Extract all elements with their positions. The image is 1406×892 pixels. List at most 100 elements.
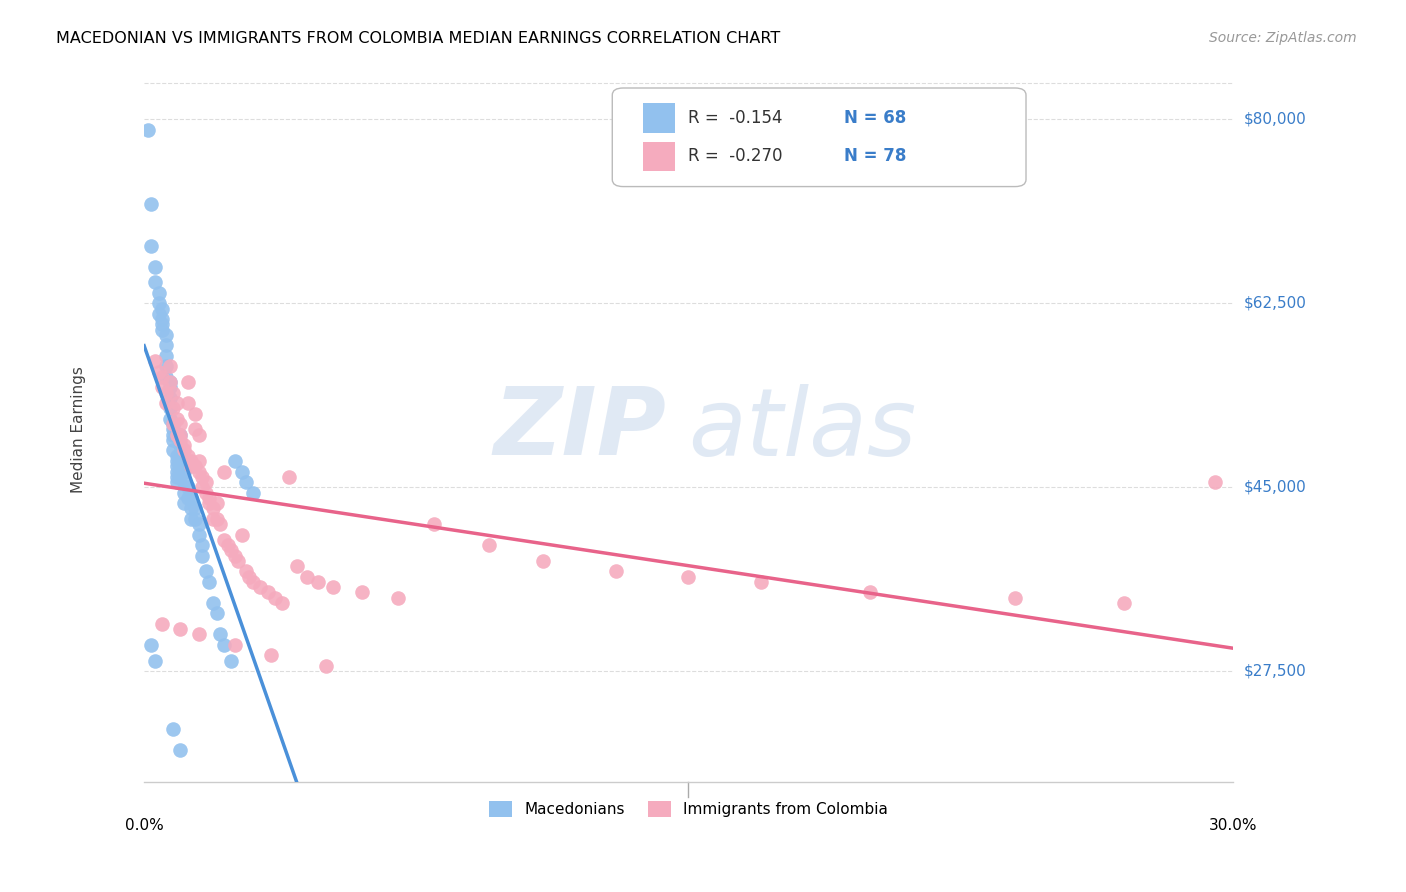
- Point: [148, 365, 170, 379]
- Point: [150, 323, 173, 337]
- Point: [169, 622, 191, 636]
- Point: [350, 585, 373, 599]
- Point: [173, 465, 195, 479]
- Point: [198, 574, 221, 589]
- Point: [166, 469, 188, 483]
- Point: [159, 412, 181, 426]
- Point: [150, 380, 173, 394]
- Point: [191, 469, 214, 483]
- Point: [1004, 591, 1026, 605]
- Point: [238, 569, 260, 583]
- Point: [180, 459, 202, 474]
- Point: [169, 743, 191, 757]
- Legend: Macedonians, Immigrants from Colombia: Macedonians, Immigrants from Colombia: [484, 795, 894, 823]
- Point: [166, 475, 188, 489]
- Point: [205, 512, 228, 526]
- Point: [155, 338, 177, 352]
- Point: [143, 654, 166, 668]
- Point: [159, 375, 181, 389]
- Text: N = 78: N = 78: [844, 147, 907, 165]
- Point: [205, 496, 228, 510]
- Point: [162, 401, 184, 416]
- Point: [260, 648, 283, 663]
- Point: [162, 427, 184, 442]
- Point: [187, 454, 209, 468]
- Point: [219, 654, 242, 668]
- Text: R =  -0.270: R = -0.270: [689, 147, 783, 165]
- Point: [150, 370, 173, 384]
- Point: [187, 627, 209, 641]
- Point: [166, 449, 188, 463]
- Point: [169, 427, 191, 442]
- Point: [141, 238, 163, 252]
- Point: [150, 301, 173, 316]
- Point: [176, 480, 198, 494]
- Point: [212, 465, 235, 479]
- Point: [224, 638, 246, 652]
- Point: [209, 627, 232, 641]
- Point: [263, 591, 285, 605]
- Point: [180, 454, 202, 468]
- Point: [180, 512, 202, 526]
- Point: [148, 285, 170, 300]
- Point: [148, 296, 170, 310]
- Point: [423, 517, 446, 532]
- Point: [143, 276, 166, 290]
- Point: [198, 496, 221, 510]
- Point: [235, 475, 257, 489]
- Point: [231, 527, 253, 541]
- Point: [169, 469, 191, 483]
- Point: [155, 385, 177, 400]
- FancyBboxPatch shape: [643, 103, 675, 133]
- Point: [169, 438, 191, 452]
- Point: [285, 559, 308, 574]
- Point: [191, 480, 214, 494]
- Text: 30.0%: 30.0%: [1209, 818, 1257, 833]
- Point: [202, 512, 225, 526]
- Point: [531, 554, 554, 568]
- Point: [176, 396, 198, 410]
- Point: [141, 196, 163, 211]
- Point: [187, 517, 209, 532]
- Point: [187, 527, 209, 541]
- Point: [169, 417, 191, 432]
- Point: [217, 538, 239, 552]
- Point: [159, 391, 181, 405]
- Point: [166, 396, 188, 410]
- Point: [184, 407, 207, 421]
- Point: [176, 491, 198, 505]
- Point: [198, 491, 221, 505]
- Point: [166, 459, 188, 474]
- Point: [150, 616, 173, 631]
- Text: R =  -0.154: R = -0.154: [689, 110, 783, 128]
- Point: [162, 417, 184, 432]
- Point: [180, 501, 202, 516]
- Point: [162, 722, 184, 736]
- Text: $62,500: $62,500: [1244, 296, 1306, 311]
- Point: [478, 538, 501, 552]
- Point: [322, 580, 344, 594]
- Text: ZIP: ZIP: [494, 384, 666, 475]
- Text: $45,000: $45,000: [1244, 480, 1306, 495]
- Point: [169, 449, 191, 463]
- Point: [162, 422, 184, 436]
- Point: [159, 375, 181, 389]
- Point: [143, 260, 166, 274]
- Point: [166, 465, 188, 479]
- Point: [184, 512, 207, 526]
- Point: [228, 554, 250, 568]
- Point: [202, 501, 225, 516]
- Point: [155, 396, 177, 410]
- Point: [166, 454, 188, 468]
- Point: [231, 465, 253, 479]
- Point: [224, 454, 246, 468]
- Point: [155, 349, 177, 363]
- Point: [166, 427, 188, 442]
- Point: [307, 574, 329, 589]
- Point: [749, 574, 772, 589]
- Text: Median Earnings: Median Earnings: [72, 366, 86, 493]
- Text: Source: ZipAtlas.com: Source: ZipAtlas.com: [1209, 31, 1357, 45]
- Point: [159, 401, 181, 416]
- Point: [162, 443, 184, 458]
- Point: [169, 459, 191, 474]
